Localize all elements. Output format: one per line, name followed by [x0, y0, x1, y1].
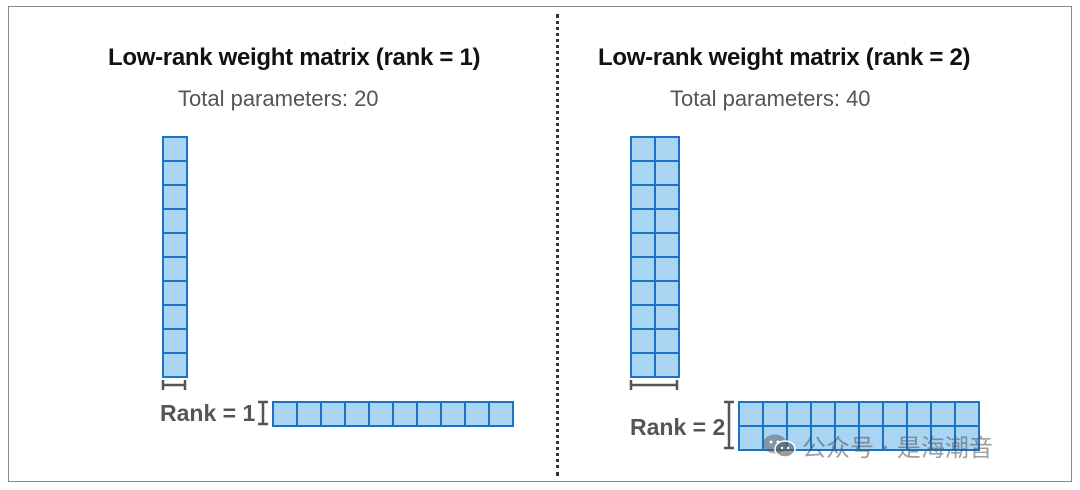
- matrix-cell: [630, 160, 656, 186]
- matrix-cell: [654, 208, 680, 234]
- matrix-cell: [162, 256, 188, 282]
- matrix-cell: [654, 256, 680, 282]
- right-row-bracket: [724, 400, 734, 450]
- matrix-cell: [858, 401, 884, 427]
- matrix-cell: [162, 184, 188, 210]
- matrix-cell: [440, 401, 466, 427]
- matrix-cell: [654, 352, 680, 378]
- matrix-cell: [738, 425, 764, 451]
- matrix-cell: [416, 401, 442, 427]
- watermark-text: 公众号 · 是海潮音: [802, 434, 993, 462]
- matrix-cell: [654, 280, 680, 306]
- matrix-cell: [162, 352, 188, 378]
- matrix-cell: [954, 425, 980, 451]
- matrix-cell: [762, 401, 788, 427]
- matrix-cell: [488, 401, 514, 427]
- right-rank-label: Rank = 2: [630, 414, 726, 440]
- left-tall-matrix: [162, 136, 188, 378]
- matrix-cell: [834, 425, 860, 451]
- matrix-cell: [906, 401, 932, 427]
- left-title: Low-rank weight matrix (rank = 1): [108, 44, 481, 71]
- right-tall-matrix: [630, 136, 680, 378]
- matrix-cell: [738, 401, 764, 427]
- matrix-cell: [654, 160, 680, 186]
- matrix-cell: [162, 280, 188, 306]
- matrix-cell: [392, 401, 418, 427]
- matrix-cell: [368, 401, 394, 427]
- matrix-cell: [162, 232, 188, 258]
- matrix-cell: [162, 304, 188, 330]
- left-subtitle: Total parameters: 20: [178, 86, 379, 111]
- right-title: Low-rank weight matrix (rank = 2): [598, 44, 971, 71]
- matrix-cell: [630, 328, 656, 354]
- matrix-cell: [630, 256, 656, 282]
- matrix-cell: [630, 232, 656, 258]
- matrix-cell: [930, 401, 956, 427]
- matrix-cell: [162, 160, 188, 186]
- matrix-cell: [654, 232, 680, 258]
- matrix-cell: [272, 401, 298, 427]
- matrix-cell: [630, 304, 656, 330]
- matrix-cell: [162, 136, 188, 162]
- left-rank-label: Rank = 1: [160, 400, 256, 426]
- left-column-bracket: [161, 380, 187, 390]
- matrix-cell: [810, 425, 836, 451]
- matrix-cell: [834, 401, 860, 427]
- matrix-cell: [464, 401, 490, 427]
- matrix-cell: [654, 328, 680, 354]
- right-wide-matrix: [738, 401, 980, 451]
- matrix-cell: [296, 401, 322, 427]
- left-row-bracket: [258, 400, 268, 426]
- left-wide-matrix: [272, 401, 514, 427]
- wechat-icon: [763, 434, 796, 458]
- watermark: 公众号 · 是海潮音: [762, 428, 993, 463]
- matrix-cell: [654, 136, 680, 162]
- matrix-cell: [954, 401, 980, 427]
- matrix-cell: [630, 352, 656, 378]
- matrix-cell: [786, 401, 812, 427]
- matrix-cell: [630, 184, 656, 210]
- matrix-cell: [654, 304, 680, 330]
- matrix-cell: [882, 401, 908, 427]
- matrix-cell: [654, 184, 680, 210]
- matrix-cell: [630, 208, 656, 234]
- right-column-bracket: [629, 380, 679, 390]
- matrix-cell: [162, 328, 188, 354]
- right-subtitle: Total parameters: 40: [670, 86, 871, 111]
- matrix-cell: [162, 208, 188, 234]
- matrix-cell: [320, 401, 346, 427]
- panel-divider: [556, 14, 559, 476]
- matrix-cell: [630, 136, 656, 162]
- matrix-cell: [810, 401, 836, 427]
- matrix-cell: [344, 401, 370, 427]
- matrix-cell: [858, 425, 884, 451]
- matrix-cell: [630, 280, 656, 306]
- matrix-cell: [882, 425, 908, 451]
